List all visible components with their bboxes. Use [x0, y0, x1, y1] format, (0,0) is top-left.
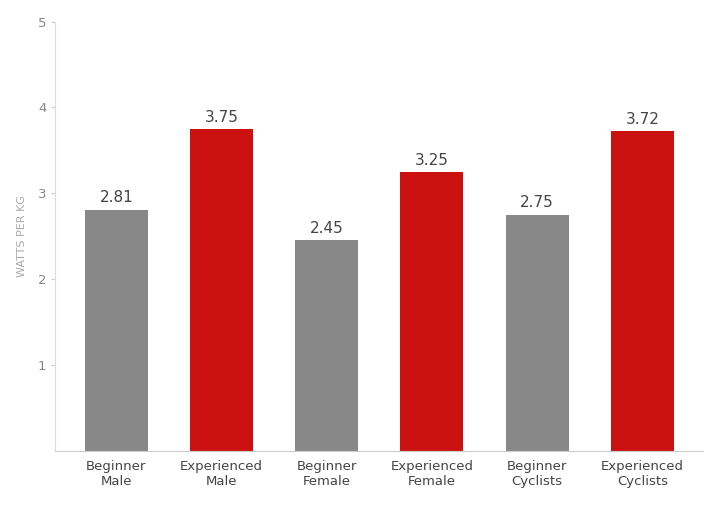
Text: 3.25: 3.25 [415, 153, 449, 168]
Bar [295, 240, 359, 450]
Y-axis label: WATTS PER KG: WATTS PER KG [17, 195, 27, 277]
Text: 2.45: 2.45 [310, 221, 343, 236]
Bar [505, 215, 569, 450]
Text: 3.72: 3.72 [626, 112, 660, 127]
Bar [611, 131, 674, 450]
Bar [190, 129, 253, 450]
Bar [400, 172, 464, 450]
Text: 2.75: 2.75 [521, 195, 554, 211]
Bar [85, 210, 148, 450]
Text: 3.75: 3.75 [204, 110, 238, 125]
Text: 2.81: 2.81 [99, 190, 133, 205]
